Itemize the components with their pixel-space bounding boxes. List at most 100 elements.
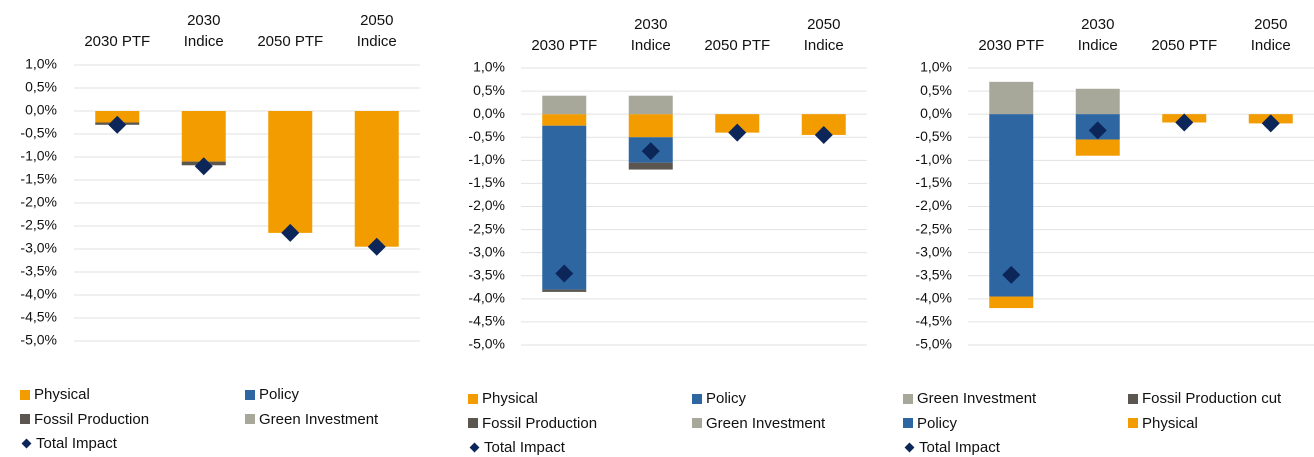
legend-item: Physical xyxy=(1128,415,1198,432)
y-tick-label: -1,0% xyxy=(915,151,952,167)
y-tick-label: -3,5% xyxy=(915,266,952,282)
y-tick-label: 0,0% xyxy=(473,105,505,121)
y-tick-label: -0,5% xyxy=(468,128,505,144)
x-tick-label: 2050 Indice xyxy=(356,12,397,50)
legend-item: Green Investment xyxy=(692,415,825,432)
bar-segment xyxy=(181,111,226,162)
legend-item: Total Impact xyxy=(20,435,117,452)
bar-segment xyxy=(628,114,673,138)
y-tick-label: -5,0% xyxy=(20,332,57,348)
legend-label: Policy xyxy=(917,414,958,432)
bar-segment xyxy=(989,81,1034,115)
legend-swatch xyxy=(904,442,915,453)
total-marker xyxy=(1175,113,1194,132)
legend-swatch xyxy=(21,438,32,449)
legend-label: Green Investment xyxy=(259,410,379,428)
legend-label: Fossil Production cut xyxy=(1142,390,1282,407)
x-tick-label: 2050 PTF xyxy=(257,33,324,50)
legend-label: Total Impact xyxy=(484,439,565,456)
legend-swatch xyxy=(468,418,478,428)
legend-swatch xyxy=(245,414,255,424)
x-tick-label: 2050 PTF xyxy=(1151,37,1218,54)
legend-item: Policy xyxy=(245,386,299,403)
y-tick-label: -2,5% xyxy=(20,217,57,233)
legend-swatch xyxy=(692,393,702,404)
y-tick-label: -1,0% xyxy=(468,151,505,167)
y-tick-label: -4,0% xyxy=(20,286,57,302)
y-tick-label: -3,0% xyxy=(468,243,505,259)
legend-item: Policy xyxy=(903,415,957,432)
total-marker xyxy=(108,115,127,134)
legend-item: Fossil Production xyxy=(468,415,597,432)
bar-segment xyxy=(542,289,587,292)
y-tick-label: -5,0% xyxy=(915,336,952,352)
bar-segment xyxy=(542,114,587,126)
y-tick-label: -4,5% xyxy=(20,309,57,325)
legend-item: Policy xyxy=(692,390,746,407)
y-tick-label: -2,0% xyxy=(20,194,57,210)
legend-item: Physical xyxy=(20,386,90,403)
legend-swatch xyxy=(903,418,913,428)
total-marker xyxy=(555,264,574,283)
total-marker xyxy=(641,142,660,161)
y-tick-label: -1,5% xyxy=(20,171,57,187)
legend-label: Fossil Production xyxy=(34,410,150,428)
legend-swatch xyxy=(20,414,30,424)
y-tick-label: -4,5% xyxy=(468,313,505,329)
legend-label: Policy xyxy=(259,386,300,403)
x-tick-label: 2030 Indice xyxy=(630,16,671,54)
x-tick-label: 2030 PTF xyxy=(978,37,1045,54)
x-tick-label: 2030 PTF xyxy=(84,33,151,50)
legend-swatch xyxy=(1128,418,1138,428)
legend-item: Total Impact xyxy=(903,439,1000,456)
bar-segment xyxy=(542,125,587,290)
y-tick-label: -3,5% xyxy=(20,263,57,279)
legend-item: Physical xyxy=(468,390,538,407)
legend-label: Green Investment xyxy=(706,414,826,432)
y-tick-label: -2,5% xyxy=(468,220,505,236)
y-tick-label: -1,0% xyxy=(20,148,57,164)
bar-segment xyxy=(268,111,313,233)
legend-swatch xyxy=(20,389,30,400)
bar-segment xyxy=(1075,88,1120,115)
y-tick-label: 1,0% xyxy=(473,59,505,75)
legend-swatch xyxy=(245,389,255,400)
legend-label: Physical xyxy=(1142,414,1198,432)
x-tick-label: 2050 Indice xyxy=(803,16,844,54)
y-tick-label: -4,5% xyxy=(915,313,952,329)
y-tick-label: 0,0% xyxy=(25,102,57,118)
legend-item: Green Investment xyxy=(245,411,378,428)
y-tick-label: -3,0% xyxy=(915,243,952,259)
y-tick-label: -2,0% xyxy=(915,197,952,213)
x-tick-label: 2030 PTF xyxy=(531,37,598,54)
y-tick-label: -0,5% xyxy=(915,128,952,144)
y-tick-label: -1,5% xyxy=(915,174,952,190)
legend-swatch xyxy=(692,418,702,428)
x-tick-label: 2050 Indice xyxy=(1250,16,1291,54)
total-marker xyxy=(728,123,747,142)
legend-label: Total Impact xyxy=(36,435,117,452)
legend-label: Fossil Production xyxy=(482,414,598,432)
y-tick-label: 0,5% xyxy=(473,82,505,98)
legend-swatch xyxy=(469,442,480,453)
y-tick-label: -0,5% xyxy=(20,125,57,141)
bar-segment xyxy=(1075,139,1120,156)
total-marker xyxy=(1261,114,1280,133)
legend-label: Physical xyxy=(482,390,538,407)
legend-item: Green Investment xyxy=(903,390,1036,407)
bar-segment xyxy=(628,162,673,170)
legend-label: Policy xyxy=(706,390,747,407)
bar-segment xyxy=(628,95,673,115)
y-tick-label: -4,0% xyxy=(915,290,952,306)
bar-segment xyxy=(989,296,1034,309)
x-tick-label: 2030 Indice xyxy=(1077,16,1118,54)
legend-swatch xyxy=(1128,393,1138,404)
y-tick-label: 0,0% xyxy=(920,105,952,121)
total-marker xyxy=(281,223,300,242)
y-tick-label: -1,5% xyxy=(468,174,505,190)
y-tick-label: 0,5% xyxy=(25,79,57,95)
legend-label: Total Impact xyxy=(919,439,1000,456)
legend-item: Fossil Production cut xyxy=(1128,390,1281,407)
